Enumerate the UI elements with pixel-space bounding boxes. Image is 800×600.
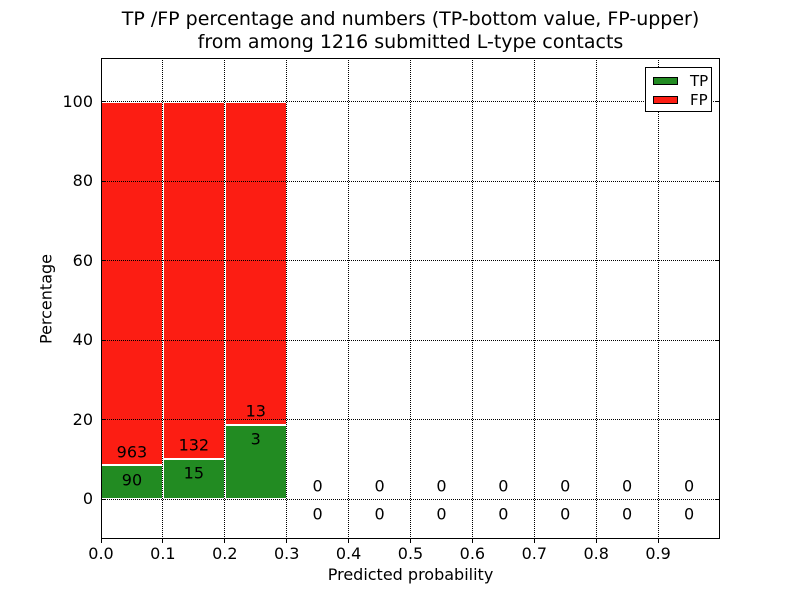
xtick-label-0.7: 0.7 bbox=[521, 544, 548, 563]
tp-count-label-1: 15 bbox=[183, 463, 205, 483]
xtick-label-0.0: 0.0 bbox=[88, 544, 114, 563]
ytick-mark-right-0 bbox=[715, 498, 719, 500]
gridline-x-0.6 bbox=[471, 58, 473, 539]
gridline-x-0.7 bbox=[533, 58, 535, 539]
ytick-mark-right-40 bbox=[715, 339, 719, 341]
xtick-mark-0.4 bbox=[348, 539, 350, 543]
legend: TP FP bbox=[645, 67, 712, 112]
xtick-label-0.1: 0.1 bbox=[150, 544, 176, 563]
gridline-x-0.5 bbox=[410, 58, 411, 539]
ytick-mark-right-60 bbox=[715, 260, 719, 262]
legend-label-fp: FP bbox=[690, 90, 708, 109]
tp-count-label-2: 3 bbox=[250, 429, 261, 449]
tp-count-label-6: 0 bbox=[498, 504, 509, 524]
tp-count-label-0: 90 bbox=[121, 470, 143, 490]
ytick-label-0: 0 bbox=[82, 489, 93, 509]
ytick-label-100: 100 bbox=[62, 91, 93, 111]
fp-count-label-4: 0 bbox=[374, 476, 385, 496]
fp-count-label-8: 0 bbox=[622, 476, 633, 496]
ytick-mark-right-100 bbox=[715, 101, 719, 103]
xtick-mark-0.9 bbox=[657, 539, 659, 543]
xtick-mark-0.0 bbox=[100, 539, 102, 543]
xtick-mark-0.6 bbox=[471, 539, 473, 543]
xtick-label-0.9: 0.9 bbox=[645, 544, 671, 563]
fp-count-label-6: 0 bbox=[498, 476, 509, 496]
xtick-mark-0.3 bbox=[286, 539, 288, 543]
ytick-mark-right-80 bbox=[715, 180, 719, 182]
ytick-mark-60 bbox=[102, 260, 106, 262]
xtick-label-0.6: 0.6 bbox=[459, 544, 486, 563]
xtick-mark-0.7 bbox=[533, 539, 535, 543]
ytick-mark-20 bbox=[102, 419, 106, 421]
bar-tp-2 bbox=[224, 424, 287, 500]
xtick-mark-0.1 bbox=[162, 539, 164, 543]
legend-label-tp: TP bbox=[690, 71, 709, 90]
gridline-x-0.3 bbox=[286, 58, 288, 539]
gridline-x-0.2 bbox=[224, 58, 226, 539]
ytick-label-60: 60 bbox=[72, 250, 93, 270]
xtick-label-0.3: 0.3 bbox=[273, 544, 300, 563]
xtick-mark-0.8 bbox=[595, 539, 597, 543]
tp-count-label-9: 0 bbox=[683, 504, 695, 524]
ytick-mark-100 bbox=[102, 101, 106, 103]
chart-title-line2: from among 1216 submitted L-type contact… bbox=[197, 31, 624, 53]
tp-color-swatch bbox=[653, 77, 678, 85]
xtick-mark-0.2 bbox=[224, 539, 226, 543]
fp-count-label-3: 0 bbox=[312, 476, 323, 496]
fp-color-swatch bbox=[653, 96, 678, 104]
x-axis-label: Predicted probability bbox=[327, 565, 494, 584]
fp-count-label-7: 0 bbox=[560, 476, 571, 496]
tp-count-label-3: 0 bbox=[312, 504, 323, 524]
gridline-x-0.8 bbox=[595, 58, 597, 539]
tp-count-label-5: 0 bbox=[436, 504, 447, 524]
ytick-label-20: 20 bbox=[72, 409, 93, 429]
fp-count-label-5: 0 bbox=[436, 476, 447, 496]
legend-row-tp: TP bbox=[653, 72, 711, 90]
chart-title-line1: TP /FP percentage and numbers (TP-bottom… bbox=[121, 8, 700, 30]
fp-count-label-0: 963 bbox=[116, 442, 148, 462]
xtick-label-0.4: 0.4 bbox=[335, 544, 362, 563]
fp-count-label-9: 0 bbox=[683, 476, 695, 496]
legend-row-fp: FP bbox=[653, 91, 711, 109]
bar-tp-0 bbox=[101, 465, 163, 500]
ytick-mark-40 bbox=[102, 339, 106, 341]
fp-count-label-1: 132 bbox=[178, 435, 210, 455]
bar-tp-1 bbox=[162, 458, 225, 500]
ytick-mark-right-20 bbox=[715, 419, 719, 421]
bar-fp-0 bbox=[101, 101, 163, 466]
bar-fp-1 bbox=[162, 101, 225, 459]
ytick-label-40: 40 bbox=[72, 330, 93, 350]
gridline-x-0.4 bbox=[348, 58, 350, 539]
xtick-mark-0.5 bbox=[410, 539, 411, 543]
bar-fp-2 bbox=[224, 101, 287, 425]
gridline-x-0.1 bbox=[162, 58, 164, 539]
tp-count-label-8: 0 bbox=[622, 504, 633, 524]
plot-area: 963 90 132 15 13 3 0 0 0 0 0 0 0 0 0 0 0 0 0 0 bbox=[101, 58, 720, 539]
ytick-mark-0 bbox=[102, 498, 106, 500]
gridline-x-0.9 bbox=[657, 58, 659, 539]
xtick-label-0.8: 0.8 bbox=[583, 544, 609, 563]
tp-count-label-4: 0 bbox=[374, 504, 385, 524]
fp-count-label-2: 13 bbox=[245, 401, 266, 421]
xtick-label-0.2: 0.2 bbox=[212, 544, 238, 563]
chart-title: TP /FP percentage and numbers (TP-bottom… bbox=[101, 8, 720, 54]
ytick-label-80: 80 bbox=[72, 171, 93, 191]
xtick-label-0.5: 0.5 bbox=[397, 544, 424, 563]
tp-count-label-7: 0 bbox=[560, 504, 571, 524]
ytick-mark-80 bbox=[102, 180, 106, 182]
